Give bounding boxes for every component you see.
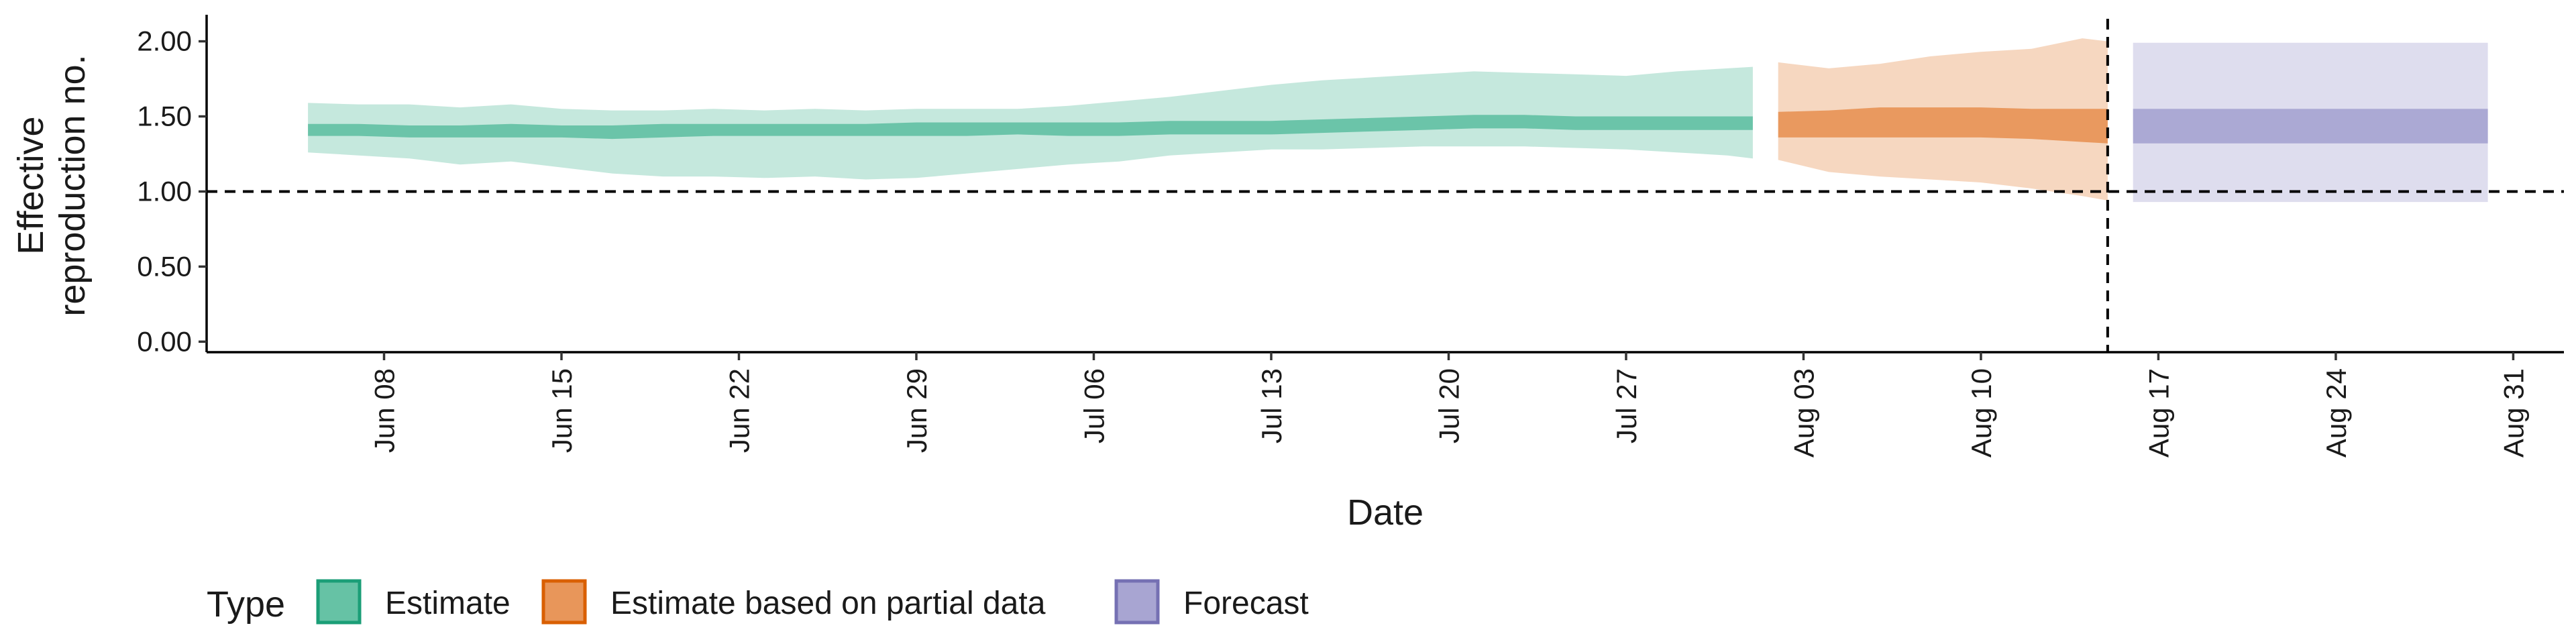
legend-label-1: Estimate based on partial data <box>610 586 1046 621</box>
x-tick-label: Jul 13 <box>1256 368 1287 443</box>
x-tick-label: Aug 17 <box>2143 368 2174 458</box>
reference-lines <box>207 19 2564 352</box>
y-axis-title: Effectivereproduction no. <box>11 54 93 316</box>
legend-label-2: Forecast <box>1183 586 1309 621</box>
legend: Type Estimate Estimate based on partial da… <box>207 579 1309 625</box>
y-tick-label: 1.50 <box>137 101 192 132</box>
x-tick-label: Aug 03 <box>1788 368 1819 458</box>
x-axis-title: Date <box>1347 492 1424 533</box>
x-tick-label: Aug 31 <box>2498 368 2529 458</box>
x-tick-label: Jul 27 <box>1611 368 1642 443</box>
legend-key-0 <box>316 579 362 625</box>
x-tick-label: Aug 24 <box>2320 368 2352 458</box>
series-1-inner-band <box>1778 107 2108 144</box>
axes: 0.00 0.50 1.00 1.50 2.00 Jun 08 Jun 15 Jun 22 Ju… <box>11 15 2564 533</box>
y-axis-title-line: reproduction no. <box>52 54 93 316</box>
x-tick-label: Jun 15 <box>546 368 578 453</box>
legend-label-0: Estimate <box>385 586 511 621</box>
x-tick-label: Jul 06 <box>1078 368 1110 443</box>
x-tick-label: Jun 29 <box>901 368 932 453</box>
legend-key-1 <box>541 579 587 625</box>
x-tick-label: Jun 22 <box>723 368 755 453</box>
series-0-inner-band <box>308 115 1753 140</box>
y-tick-label: 0.50 <box>137 250 192 282</box>
y-tick-label: 0.00 <box>137 325 192 357</box>
series-2-inner-band <box>2133 109 2488 144</box>
plot-bands <box>308 38 2488 203</box>
legend-key-2 <box>1114 579 1160 625</box>
x-tick-label: Aug 10 <box>1966 368 1997 458</box>
y-tick-label: 1.00 <box>137 175 192 207</box>
x-tick-label: Jun 08 <box>368 368 400 453</box>
x-tick-label: Jul 20 <box>1433 368 1464 443</box>
y-tick-label: 2.00 <box>137 25 192 57</box>
legend-title: Type <box>207 584 285 625</box>
y-axis-title-line: Effective <box>11 116 51 254</box>
